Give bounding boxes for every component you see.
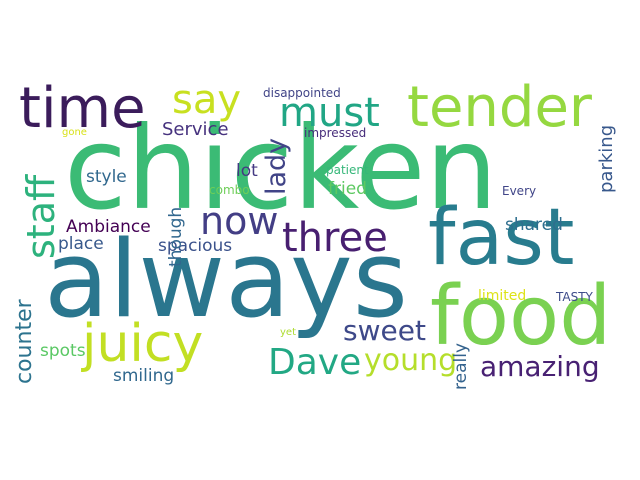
word-juicy: juicy <box>82 314 204 374</box>
word-staff: staff <box>19 174 63 259</box>
word-Service: Service <box>162 119 229 140</box>
word-now: now <box>200 199 279 243</box>
word-Dave: Dave <box>268 342 362 383</box>
word-three: three <box>282 215 388 261</box>
word-amazing: amazing <box>480 350 600 383</box>
word-impressed: impressed <box>304 126 367 140</box>
word-young: young <box>364 343 458 378</box>
word-fast: fast <box>428 193 575 283</box>
word-must: must <box>279 90 380 136</box>
word-counter: counter <box>12 299 37 384</box>
word-shared: shared <box>505 215 563 235</box>
word-time: time <box>19 76 146 141</box>
word-spacious: spacious <box>158 236 233 256</box>
word-really: really <box>451 343 471 390</box>
word-Every: Every <box>502 184 537 198</box>
word-always: always <box>44 218 409 341</box>
word-disappointed: disappointed <box>263 86 341 100</box>
word-Ambiance: Ambiance <box>66 217 151 237</box>
word-limited: limited <box>478 288 527 304</box>
word-style: style <box>86 167 127 187</box>
word-food: food <box>430 269 612 364</box>
word-place: place <box>58 234 104 254</box>
word-lot: lot <box>236 161 258 181</box>
word-yet: yet <box>280 327 296 338</box>
word-spots: spots <box>40 341 86 361</box>
word-patient: patient <box>326 163 369 177</box>
word-sweet: sweet <box>343 314 426 347</box>
word-though: though <box>166 206 186 267</box>
word-fried: fried <box>328 179 367 199</box>
word-smiling: smiling <box>113 366 175 386</box>
word-chicken: chicken <box>64 102 498 235</box>
word-parking: parking <box>596 124 617 193</box>
word-combo: combo <box>209 183 250 197</box>
word-say: say <box>172 77 242 123</box>
word-gone: gone <box>62 127 87 138</box>
word-lady: lady <box>261 137 292 195</box>
word-TASTY: TASTY <box>556 290 593 304</box>
word-tender: tender <box>407 75 592 140</box>
